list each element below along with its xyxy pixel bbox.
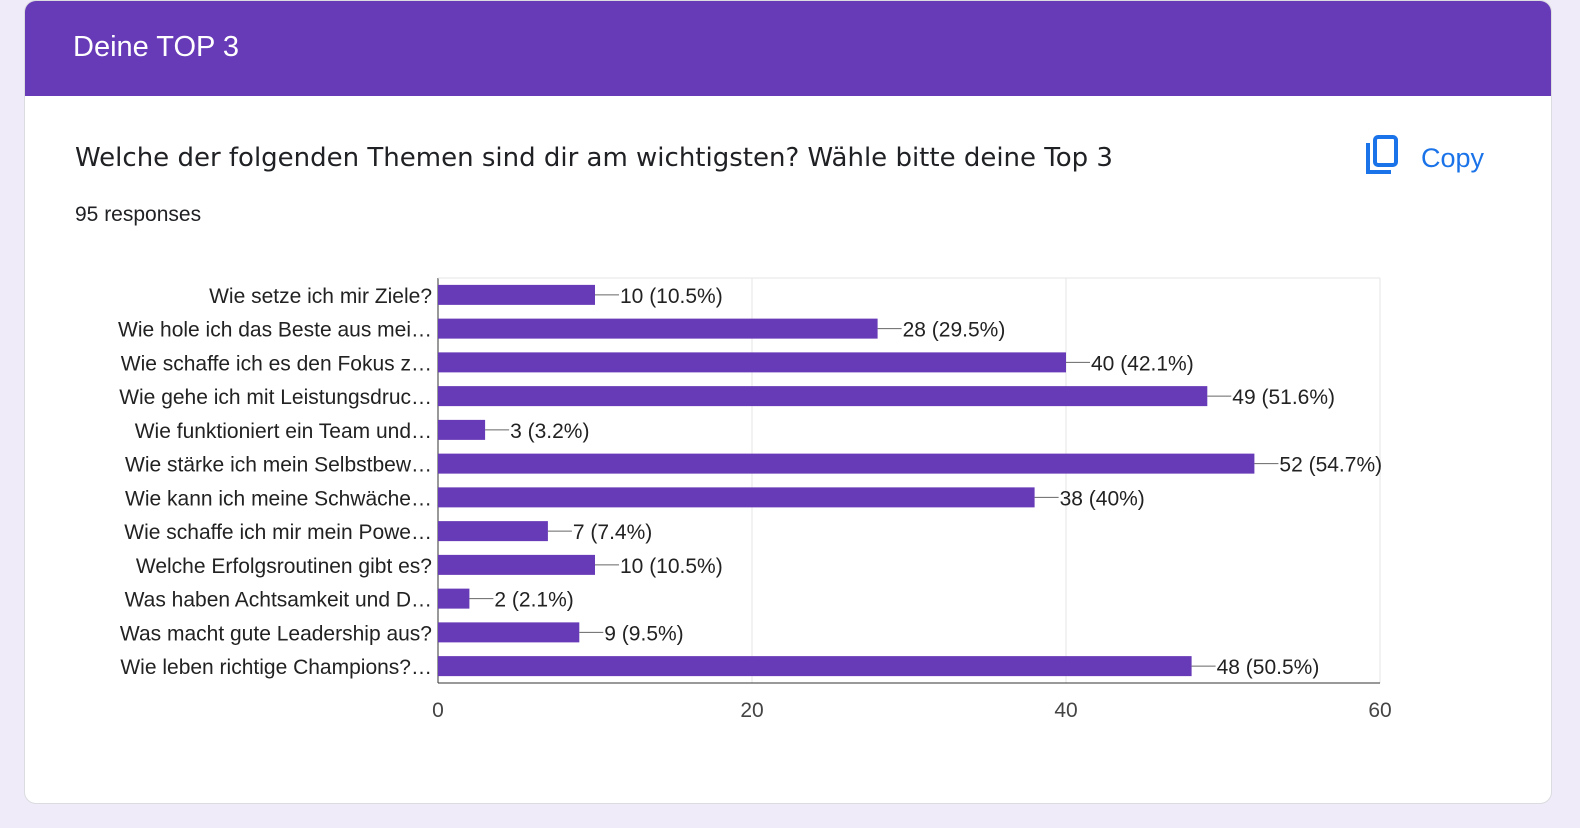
category-label: Wie gehe ich mit Leistungsdruc…: [119, 386, 432, 409]
data-label: 40 (42.1%): [1091, 352, 1194, 375]
x-tick-label: 60: [1368, 699, 1391, 722]
data-label: 48 (50.5%): [1217, 656, 1320, 679]
bar: [438, 622, 580, 643]
copy-button[interactable]: Copy: [1365, 135, 1484, 182]
category-label: Was haben Achtsamkeit und D…: [125, 589, 432, 612]
data-label: 10 (10.5%): [620, 555, 723, 578]
data-label: 2 (2.1%): [494, 589, 573, 612]
category-label: Wie schaffe ich mir mein Powe…: [124, 521, 432, 544]
bar: [438, 487, 1035, 508]
header-title: Deine TOP 3: [73, 31, 240, 63]
bar: [438, 386, 1208, 407]
response-count: 95 responses: [75, 203, 202, 226]
bar: [438, 419, 486, 440]
category-label: Wie setze ich mir Ziele?: [209, 285, 432, 308]
x-tick-label: 40: [1054, 699, 1077, 722]
question-title: Welche der folgenden Themen sind dir am …: [75, 143, 1113, 173]
copy-icon: [1365, 135, 1399, 182]
category-label: Wie schaffe ich es den Fokus z…: [121, 352, 432, 375]
card-header: Deine TOP 3: [25, 1, 1551, 96]
data-label: 7 (7.4%): [573, 521, 652, 544]
bar: [438, 588, 470, 609]
data-label: 3 (3.2%): [510, 420, 589, 443]
category-label: Welche Erfolgsroutinen gibt es?: [136, 555, 432, 578]
data-label: 28 (29.5%): [903, 319, 1006, 342]
category-label: Wie kann ich meine Schwäche…: [125, 487, 432, 510]
x-tick-label: 0: [432, 699, 444, 722]
data-label: 52 (54.7%): [1279, 454, 1382, 477]
bar: [438, 453, 1255, 474]
category-label: Wie stärke ich mein Selbstbew…: [125, 454, 432, 477]
bar: [438, 656, 1192, 677]
data-label: 38 (40%): [1060, 487, 1145, 510]
category-label: Wie leben richtige Champions?…: [120, 656, 432, 679]
bar: [438, 318, 878, 339]
category-label: Was macht gute Leadership aus?: [120, 622, 432, 645]
bar: [438, 554, 595, 575]
bar: [438, 352, 1066, 373]
data-label: 49 (51.6%): [1232, 386, 1335, 409]
category-label: Wie hole ich das Beste aus mei…: [118, 319, 432, 342]
x-tick-label: 20: [740, 699, 763, 722]
bar: [438, 284, 595, 305]
data-label: 9 (9.5%): [604, 622, 683, 645]
bar: [438, 521, 548, 542]
category-label: Wie funktioniert ein Team und…: [135, 420, 432, 443]
copy-label: Copy: [1421, 143, 1485, 173]
data-label: 10 (10.5%): [620, 285, 723, 308]
